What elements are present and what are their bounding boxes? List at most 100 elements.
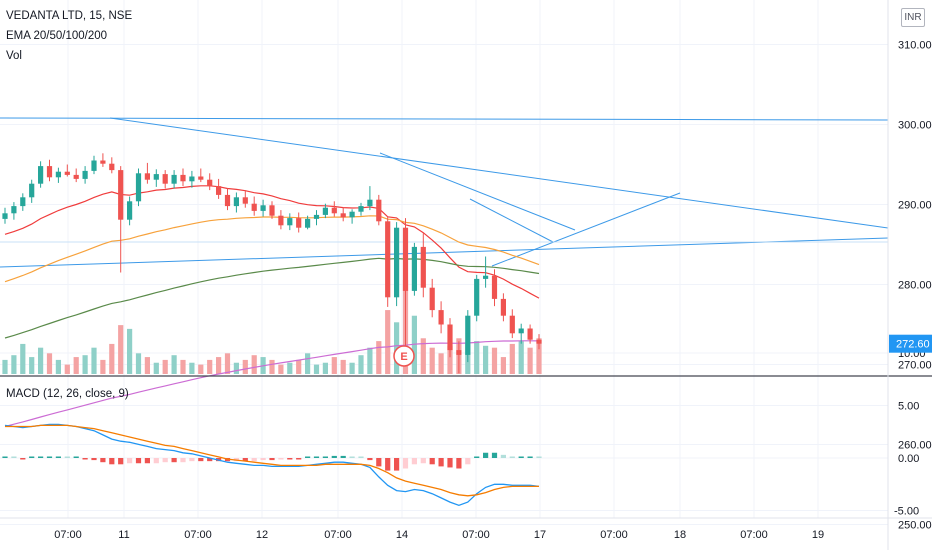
candle-body (2, 213, 8, 219)
macd-histogram-bar (536, 456, 542, 458)
volume-bar (162, 359, 168, 374)
price-tick-label: 300.00 (898, 120, 932, 132)
overlay: 272.60 E (393, 334, 932, 367)
candle-body (483, 275, 489, 279)
candle-body (287, 218, 293, 226)
macd-histogram-bar (527, 456, 533, 458)
candle-body (109, 163, 115, 171)
candle (216, 178, 222, 199)
volume-bar (2, 359, 8, 374)
candle-body (527, 328, 533, 340)
volume-bar (109, 343, 115, 374)
volume-bar (224, 353, 231, 374)
candle-body (269, 205, 275, 216)
time-tick-label: 07:00 (184, 529, 212, 541)
candle (118, 166, 124, 273)
macd-histogram-bar (198, 458, 204, 462)
candle (64, 164, 70, 177)
candle-body (11, 206, 17, 214)
macd-histogram-bar (251, 458, 257, 462)
price-tick-label: 310.00 (898, 40, 932, 52)
volume-bar (394, 322, 400, 374)
ema100-line (4, 257, 540, 339)
candle-body (367, 199, 373, 207)
macd-histogram-bar (429, 458, 435, 465)
candle-body (518, 328, 524, 334)
volume-bar (518, 341, 524, 374)
macd-histogram-bar (500, 454, 506, 458)
candle-body (331, 207, 337, 214)
candle (447, 318, 453, 358)
candle-body (162, 174, 168, 184)
candle (358, 202, 364, 216)
candle (29, 179, 35, 203)
volume-bar (313, 364, 320, 374)
volume-bar (376, 341, 382, 374)
currency-button[interactable]: INR (901, 8, 925, 27)
volume-bar (55, 359, 61, 374)
candle-body (242, 197, 248, 204)
macd-legend[interactable]: MACD (12, 26, close, 9) (6, 388, 129, 400)
macd-histogram-bar (73, 456, 79, 458)
macd-histogram-bar (118, 458, 124, 465)
macd-histogram-bar (491, 452, 498, 458)
volume-bar (296, 359, 302, 374)
time-tick-label: 18 (674, 529, 686, 541)
macd-histogram-bar (64, 456, 70, 458)
macd-histogram-bar (127, 458, 133, 464)
ema-legend[interactable]: EMA 20/50/100/200 (6, 30, 108, 42)
time-tick-label: 07:00 (324, 529, 352, 541)
macd-histogram-bar (109, 458, 115, 465)
candle-body (20, 197, 26, 207)
volume-bar (233, 362, 239, 374)
candle-body (153, 174, 159, 180)
macd-histogram-bar (411, 458, 417, 465)
macd-histogram-bar (171, 458, 177, 463)
last-price-badge (889, 334, 932, 353)
macd-histogram-bar (260, 458, 266, 461)
candle (109, 157, 115, 174)
volume-bar (474, 341, 480, 374)
time-tick-label: 17 (534, 529, 546, 541)
volume-bar (305, 353, 311, 374)
candle (367, 186, 373, 211)
macd-histogram-bar (287, 458, 293, 460)
macd-histogram-bar (269, 458, 275, 461)
candle (305, 215, 311, 230)
earnings-marker (393, 345, 415, 367)
macd-histogram-bar (465, 458, 471, 465)
candle (260, 199, 266, 217)
macd-histogram-bar (55, 456, 61, 458)
candle-body (189, 176, 195, 182)
volume-bar (189, 362, 195, 374)
macd-histogram-bar (438, 458, 444, 467)
volume-bar (429, 347, 435, 374)
trendline (379, 152, 576, 231)
trendlines (0, 117, 889, 268)
volume-bar (153, 362, 159, 374)
candle-body (438, 310, 444, 325)
volume-bar (287, 362, 293, 374)
volume-bar (127, 328, 133, 374)
macd-histogram-bar (20, 458, 26, 460)
candle (180, 168, 186, 187)
volume-bar (278, 364, 284, 374)
candle (438, 301, 444, 334)
candle-body (207, 179, 213, 187)
volume-bar (447, 345, 453, 374)
candle (536, 334, 542, 350)
time-tick-label: 12 (256, 529, 268, 541)
candle (233, 192, 239, 213)
candle-body (447, 324, 453, 351)
macd-histogram-bar (82, 458, 88, 460)
candle (313, 210, 320, 226)
candle-body (144, 173, 150, 180)
macd-histogram-bar (509, 456, 515, 458)
candle-body (456, 350, 462, 355)
volume-legend[interactable]: Vol (6, 50, 22, 62)
macd-histogram-bar (349, 456, 355, 458)
price-tick-label: 280.00 (898, 280, 932, 292)
candle-body (305, 218, 311, 228)
macd-histogram-bar (180, 458, 186, 463)
